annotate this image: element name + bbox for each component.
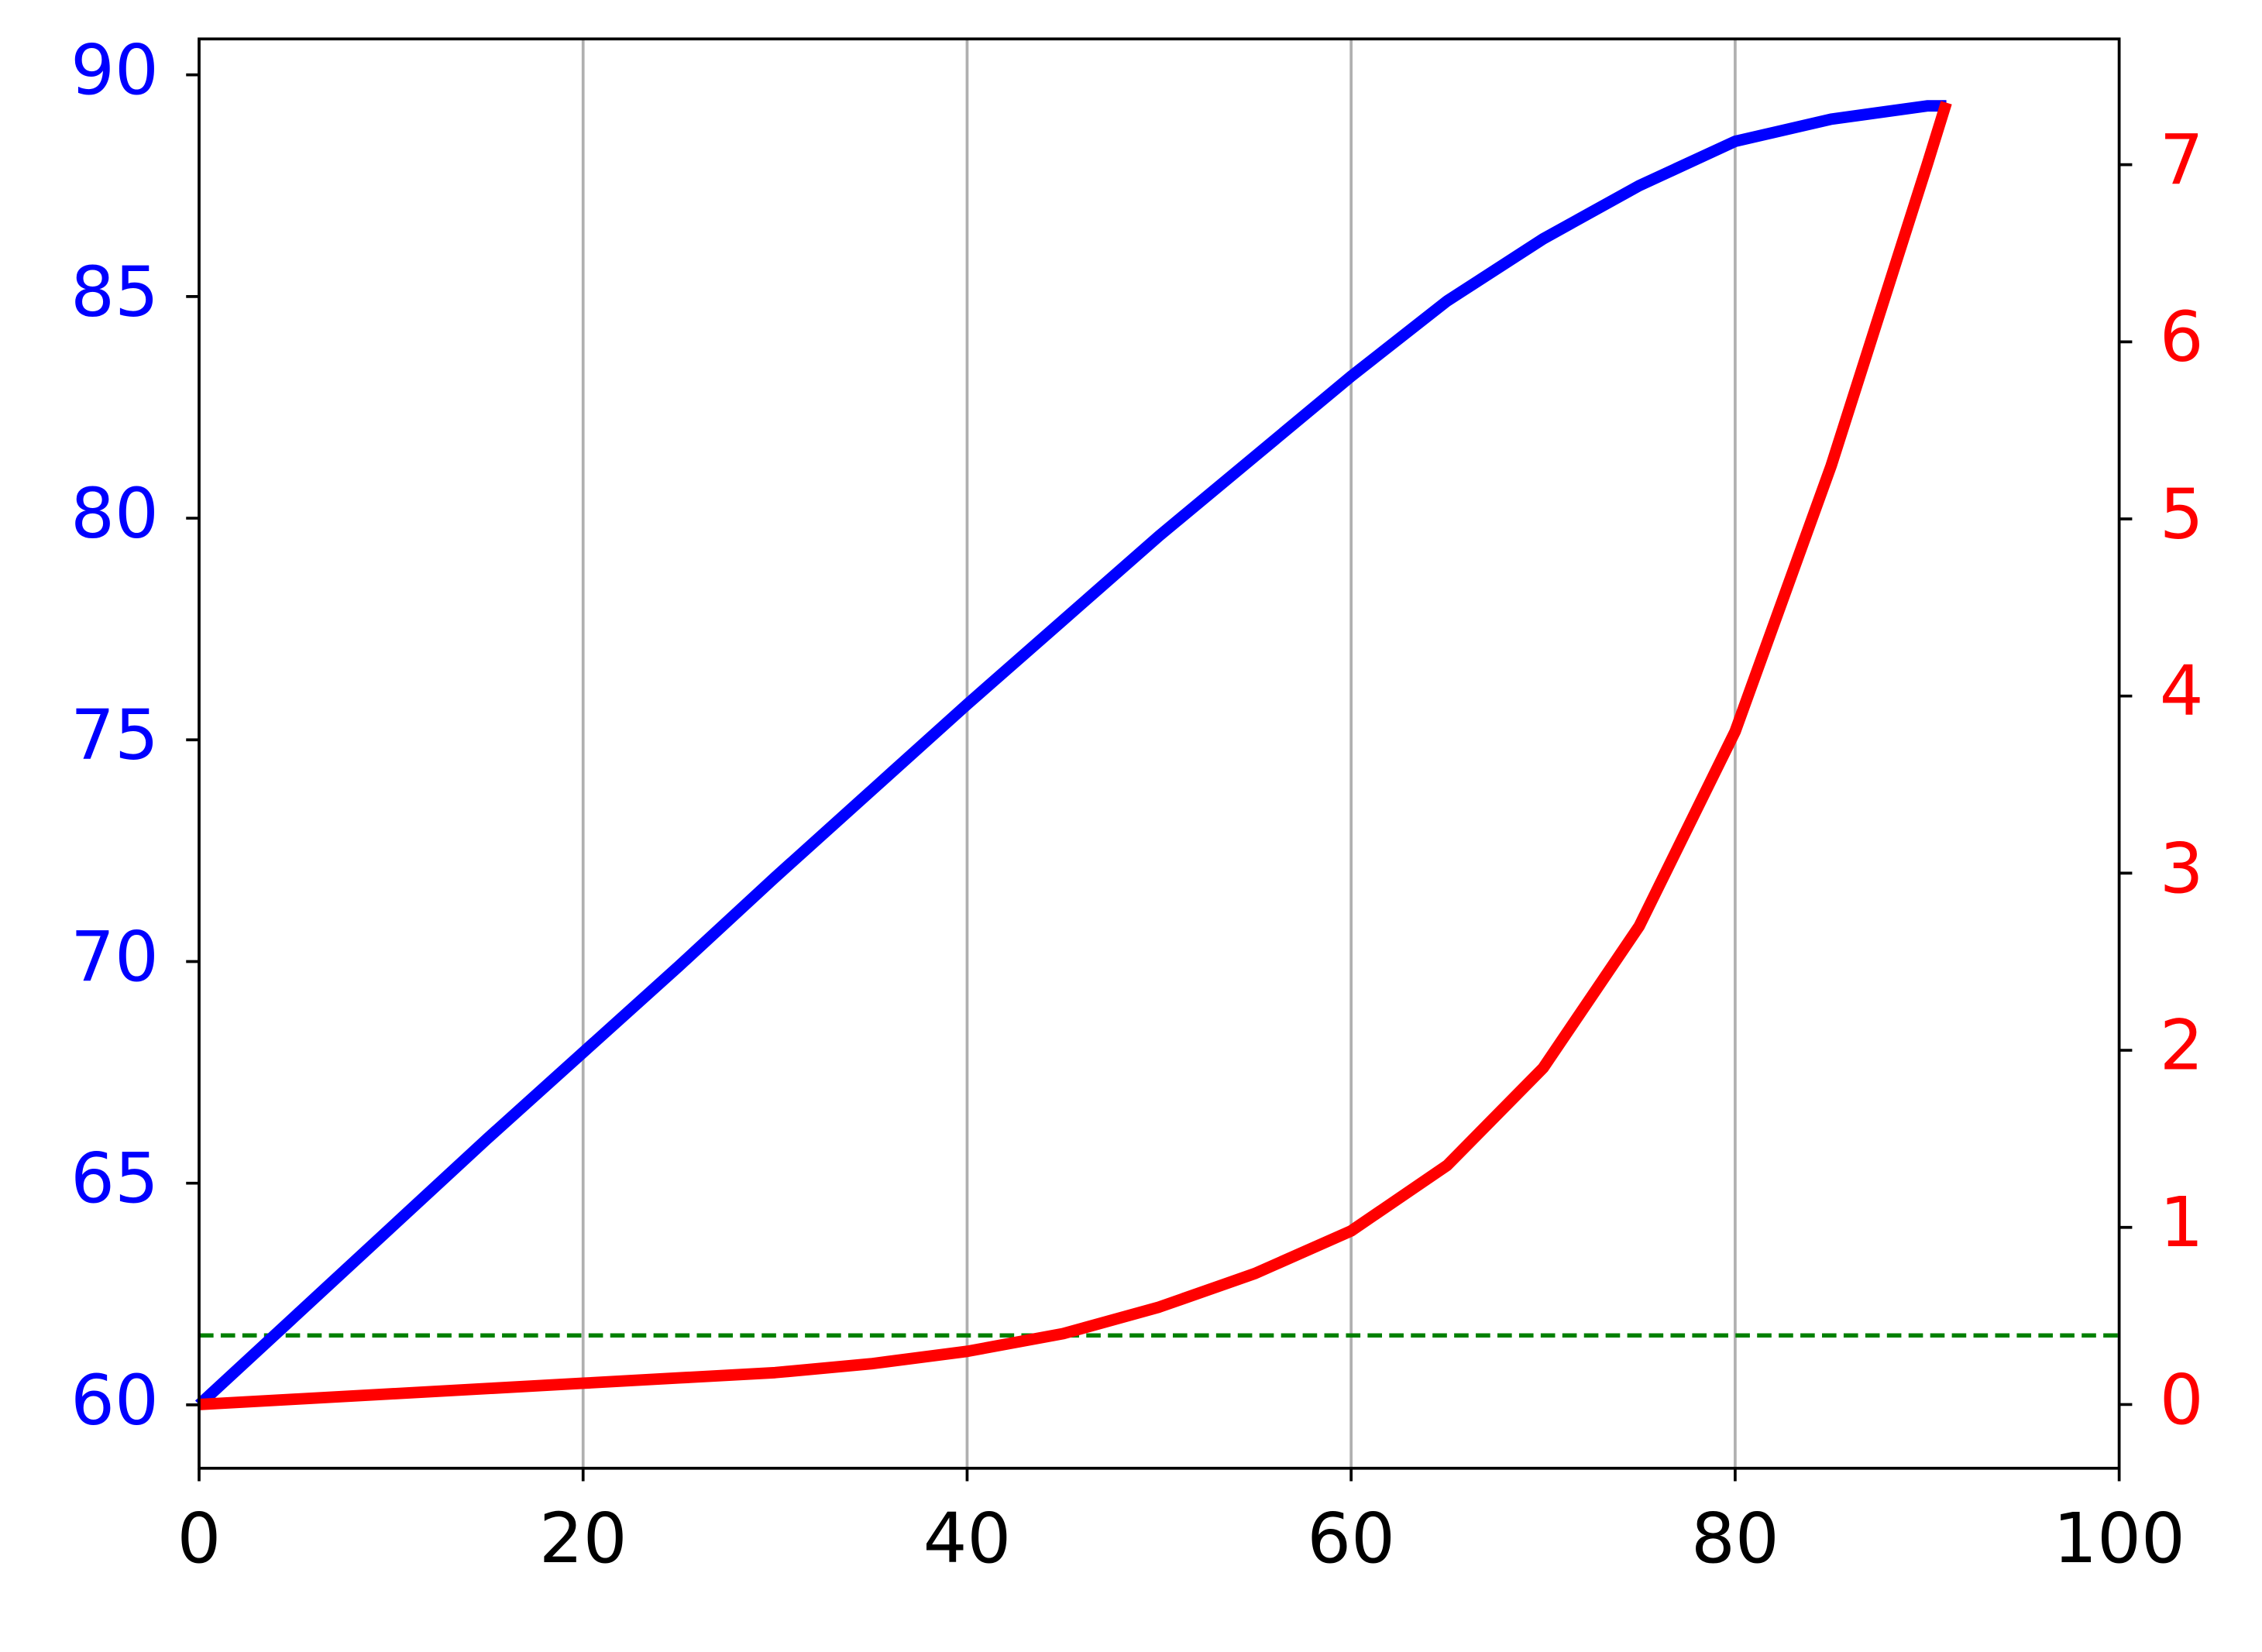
y-tick-label: 70: [70, 917, 159, 998]
y-tick-label: 75: [70, 695, 159, 776]
x-tick-label: 0: [177, 1499, 222, 1579]
y-tick-label: 80: [70, 473, 159, 554]
y2-tick-label: 6: [2160, 297, 2204, 378]
plot-frame: [198, 37, 2121, 1470]
y2-tick-label: 7: [2160, 120, 2204, 201]
y-tick-label: 90: [70, 30, 159, 111]
data-line: [194, 100, 1947, 1410]
y-tick-label: 65: [70, 1139, 159, 1219]
y2-tick-label: 0: [2160, 1360, 2204, 1441]
y2-tick-label: 5: [2160, 474, 2204, 555]
plot-area: [198, 39, 2119, 1468]
y-tick-label: 85: [70, 252, 159, 332]
y-tick-label: 60: [70, 1360, 159, 1441]
x-tick-label: 100: [2053, 1499, 2185, 1579]
x-tick-label: 40: [923, 1499, 1012, 1579]
y2-tick-label: 3: [2160, 829, 2204, 909]
x-tick-label: 20: [539, 1499, 627, 1579]
x-tick-label: 80: [1691, 1499, 1779, 1579]
data-line: [198, 101, 1952, 1410]
x-tick-label: 60: [1307, 1499, 1395, 1579]
y2-tick-label: 1: [2160, 1183, 2204, 1263]
y2-tick-label: 4: [2160, 651, 2204, 732]
y2-tick-label: 2: [2160, 1005, 2204, 1086]
